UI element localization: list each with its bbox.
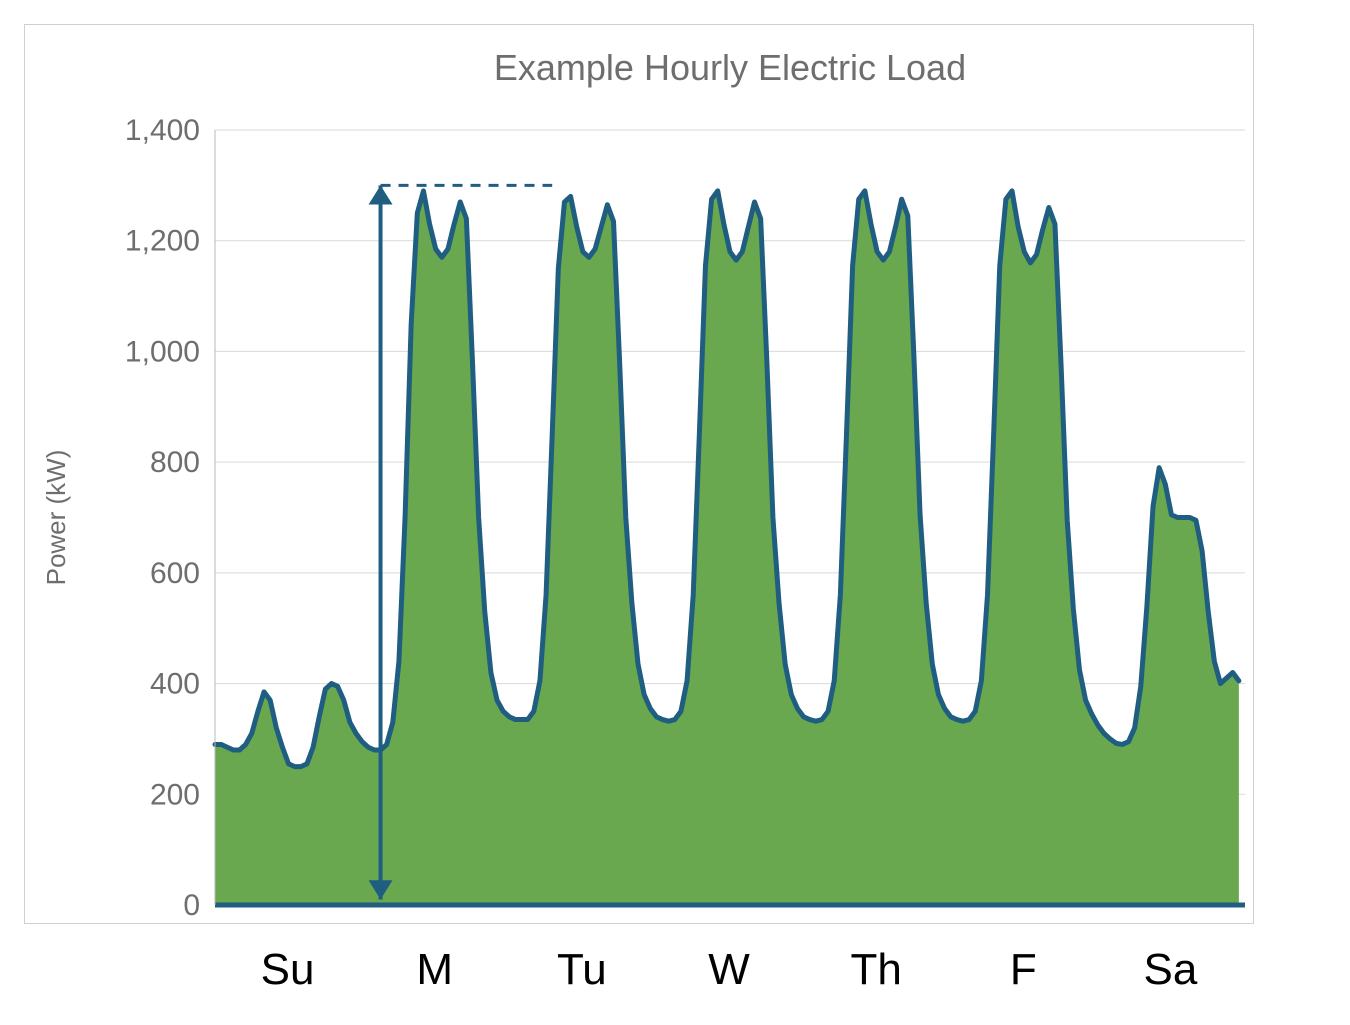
area-fill bbox=[215, 191, 1239, 905]
day-label: W bbox=[655, 945, 802, 995]
day-label: Th bbox=[803, 945, 950, 995]
ytick-label: 400 bbox=[150, 668, 200, 701]
day-label: M bbox=[361, 945, 508, 995]
ytick-label: 200 bbox=[150, 778, 200, 811]
chart-plot: Example Hourly Electric Load 0 200 400 600 80… bbox=[24, 24, 1254, 924]
day-label: F bbox=[950, 945, 1097, 995]
ytick-label: 1,200 bbox=[125, 225, 200, 258]
day-label: Sa bbox=[1097, 945, 1244, 995]
ytick-label: 0 bbox=[183, 889, 200, 922]
ytick-label: 1,400 bbox=[125, 114, 200, 147]
ytick-label: 600 bbox=[150, 557, 200, 590]
annotation-arrowhead-up bbox=[369, 185, 393, 204]
day-label: Su bbox=[214, 945, 361, 995]
day-label: Tu bbox=[508, 945, 655, 995]
chart-title: Example Hourly Electric Load bbox=[494, 47, 966, 88]
chart-container: Example Hourly Electric Load 0 200 400 600 80… bbox=[0, 0, 1350, 1025]
day-axis-labels: SuMTuWThFSa bbox=[214, 945, 1244, 995]
y-axis-label: Power (kW) bbox=[41, 450, 71, 586]
ytick-label: 1,000 bbox=[125, 335, 200, 368]
ytick-label: 800 bbox=[150, 446, 200, 479]
